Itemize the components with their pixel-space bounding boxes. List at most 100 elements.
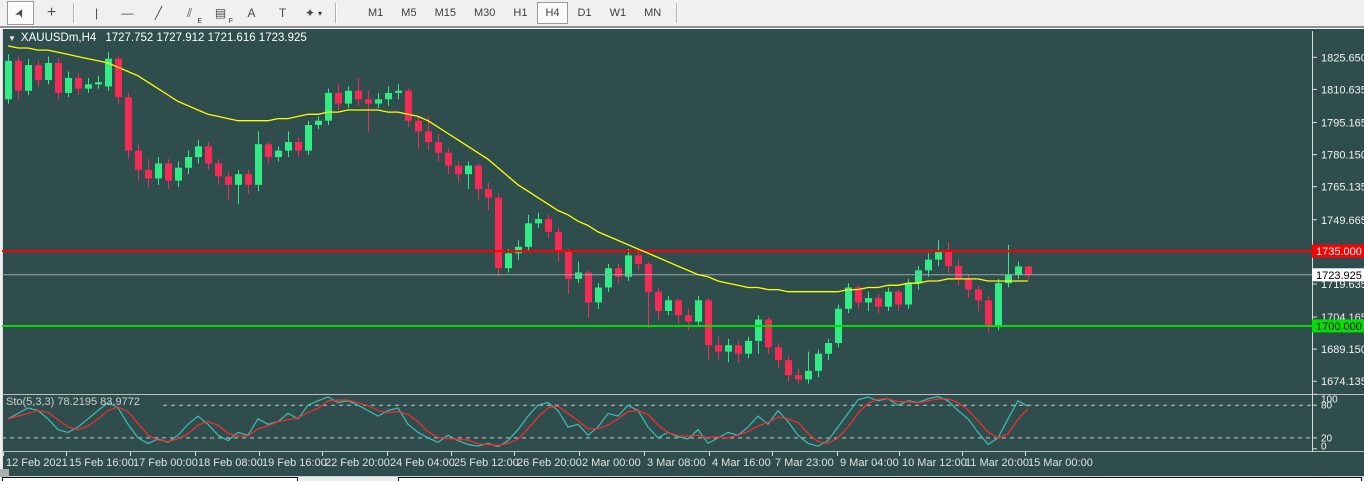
bottom-panel-strip [0, 477, 1364, 481]
bear-candle [455, 165, 462, 175]
bull-candle [5, 60, 12, 100]
bull-candle [905, 283, 912, 305]
bear-candle [245, 174, 252, 185]
timeframe-w1-button[interactable]: W1 [609, 7, 627, 19]
crosshair-icon: + [46, 4, 57, 21]
tool-text-label-button[interactable]: T [269, 1, 296, 25]
bear-candle [365, 99, 372, 104]
price-tick-label: 1719.635 [1321, 279, 1364, 291]
horizontal-line-icon: — [121, 6, 134, 20]
time-tick-label: 19 Feb 16:00 [262, 457, 327, 469]
timeframe-h4-button[interactable]: H4 [537, 2, 568, 24]
bear-candle [475, 165, 482, 190]
tool-trendline-button[interactable]: ╱ [145, 1, 172, 25]
bull-candle [305, 124, 312, 151]
bear-candle [615, 268, 622, 277]
bear-candle [635, 255, 642, 264]
stoch-tick-label: 100 [1321, 395, 1338, 406]
bear-candle [495, 197, 502, 269]
equidistant-channel-icon: ⫽ [186, 5, 193, 20]
time-tick-label: 3 Mar 08:00 [647, 457, 706, 469]
moving-average-line[interactable] [7, 45, 1028, 293]
price-tick-label: 1825.650 [1321, 52, 1364, 64]
chart-menu-icon[interactable]: ▼ [8, 33, 16, 43]
bull-candle [845, 287, 852, 309]
support-price-badge-bg [1312, 319, 1364, 333]
bear-candle [15, 60, 22, 91]
price-tick-label: 1795.165 [1321, 117, 1364, 129]
stoch-tick-label: 0 [1321, 442, 1327, 453]
toolbar-separator [335, 3, 337, 23]
bull-candle [605, 268, 612, 288]
tool-text-button[interactable]: A [238, 1, 265, 25]
fibonacci-sub-letter: F [228, 18, 233, 25]
tool-vertical-line-button[interactable]: | [83, 1, 110, 25]
price-axis[interactable]: 1825.650 1810.635 1795.165 1780.150 1765.135… [1312, 31, 1364, 453]
time-tick-label: 25 Feb 12:00 [454, 457, 519, 469]
tool-horizontal-line-button[interactable]: — [114, 1, 141, 25]
tool-equidistant-channel-button[interactable]: ⫽ E [176, 1, 203, 26]
bear-candle [35, 65, 42, 81]
bear-candle [425, 131, 432, 143]
bull-candle [535, 219, 542, 224]
bull-candle [915, 270, 922, 284]
bull-candle [575, 272, 582, 279]
chart-title: ▼ XAUUSDm,H4 1727.752 1727.912 1721.616 … [8, 32, 307, 44]
bear-candle [355, 90, 362, 100]
bear-candle [675, 300, 682, 316]
timeframe-m1-button[interactable]: M1 [368, 7, 384, 19]
timeframe-m15-button[interactable]: M15 [434, 7, 456, 19]
time-tick-label: 9 Mar 04:00 [840, 457, 899, 469]
bull-candle [275, 150, 282, 158]
time-tick-label: 18 Feb 08:00 [198, 457, 263, 469]
toolbar-separator [676, 3, 679, 23]
bull-candle [805, 370, 812, 380]
bear-candle [435, 142, 442, 153]
timeframe-h1-button[interactable]: H1 [513, 7, 528, 19]
chevron-down-icon: ▾ [318, 8, 323, 18]
price-tick-label: 1674.135 [1321, 376, 1364, 388]
time-tick-label: 10 Mar 12:00 [902, 457, 967, 469]
bear-candle [205, 146, 212, 164]
bear-candle [75, 77, 82, 89]
chart-symbol-timeframe: XAUUSDm,H4 [20, 32, 97, 44]
bear-candle [55, 62, 62, 93]
bull-candle [315, 120, 322, 125]
bull-candle [515, 246, 522, 254]
bear-candle [965, 278, 972, 290]
time-axis[interactable]: 12 Feb 2021 15 Feb 16:00 17 Feb 00:00 18 Fe… [3, 452, 1093, 469]
bull-candle [155, 163, 162, 179]
stochastic-indicator-label: Sto(5,3,3) 78.2195 83.9772 [6, 396, 140, 408]
tool-arrows-button[interactable]: ✦ ▾ [300, 1, 327, 25]
bull-candle [725, 345, 732, 352]
bottom-left-corner [0, 469, 9, 477]
bear-candle [765, 319, 772, 348]
bull-candle [865, 298, 872, 303]
stochastic-d-line[interactable] [7, 398, 1029, 446]
timeframe-m30-button[interactable]: M30 [473, 7, 496, 19]
price-tick-label: 1749.665 [1321, 215, 1364, 227]
tool-crosshair-button[interactable]: + [38, 1, 65, 25]
stochastic-k-line[interactable] [7, 395, 1029, 448]
timeframe-d1-button[interactable]: D1 [577, 7, 592, 19]
bear-candle [645, 263, 652, 292]
bull-candle [465, 165, 472, 175]
bull-candle [25, 65, 32, 91]
time-tick-label: 11 Mar 20:00 [965, 457, 1029, 469]
bull-candle [595, 287, 602, 303]
resistance-price-badge-bg [1312, 244, 1364, 258]
support-price-badge: 1700.000 [1312, 319, 1364, 333]
candlestick-series [5, 52, 1032, 384]
bear-candle [335, 92, 342, 104]
timeframe-mn-button[interactable]: MN [644, 7, 662, 19]
bull-candle [255, 144, 262, 185]
price-tick-label: 1765.135 [1321, 182, 1364, 194]
vertical-line-icon: | [94, 6, 99, 20]
trendline-icon: ╱ [154, 6, 163, 20]
bear-candle [165, 163, 172, 181]
tool-cursor-button[interactable]: ➤ [7, 1, 34, 25]
timeframe-m5-button[interactable]: M5 [401, 7, 417, 19]
bottom-panel-edge-left [2, 477, 298, 481]
tool-fibonacci-button[interactable]: ▤ F [207, 1, 234, 25]
